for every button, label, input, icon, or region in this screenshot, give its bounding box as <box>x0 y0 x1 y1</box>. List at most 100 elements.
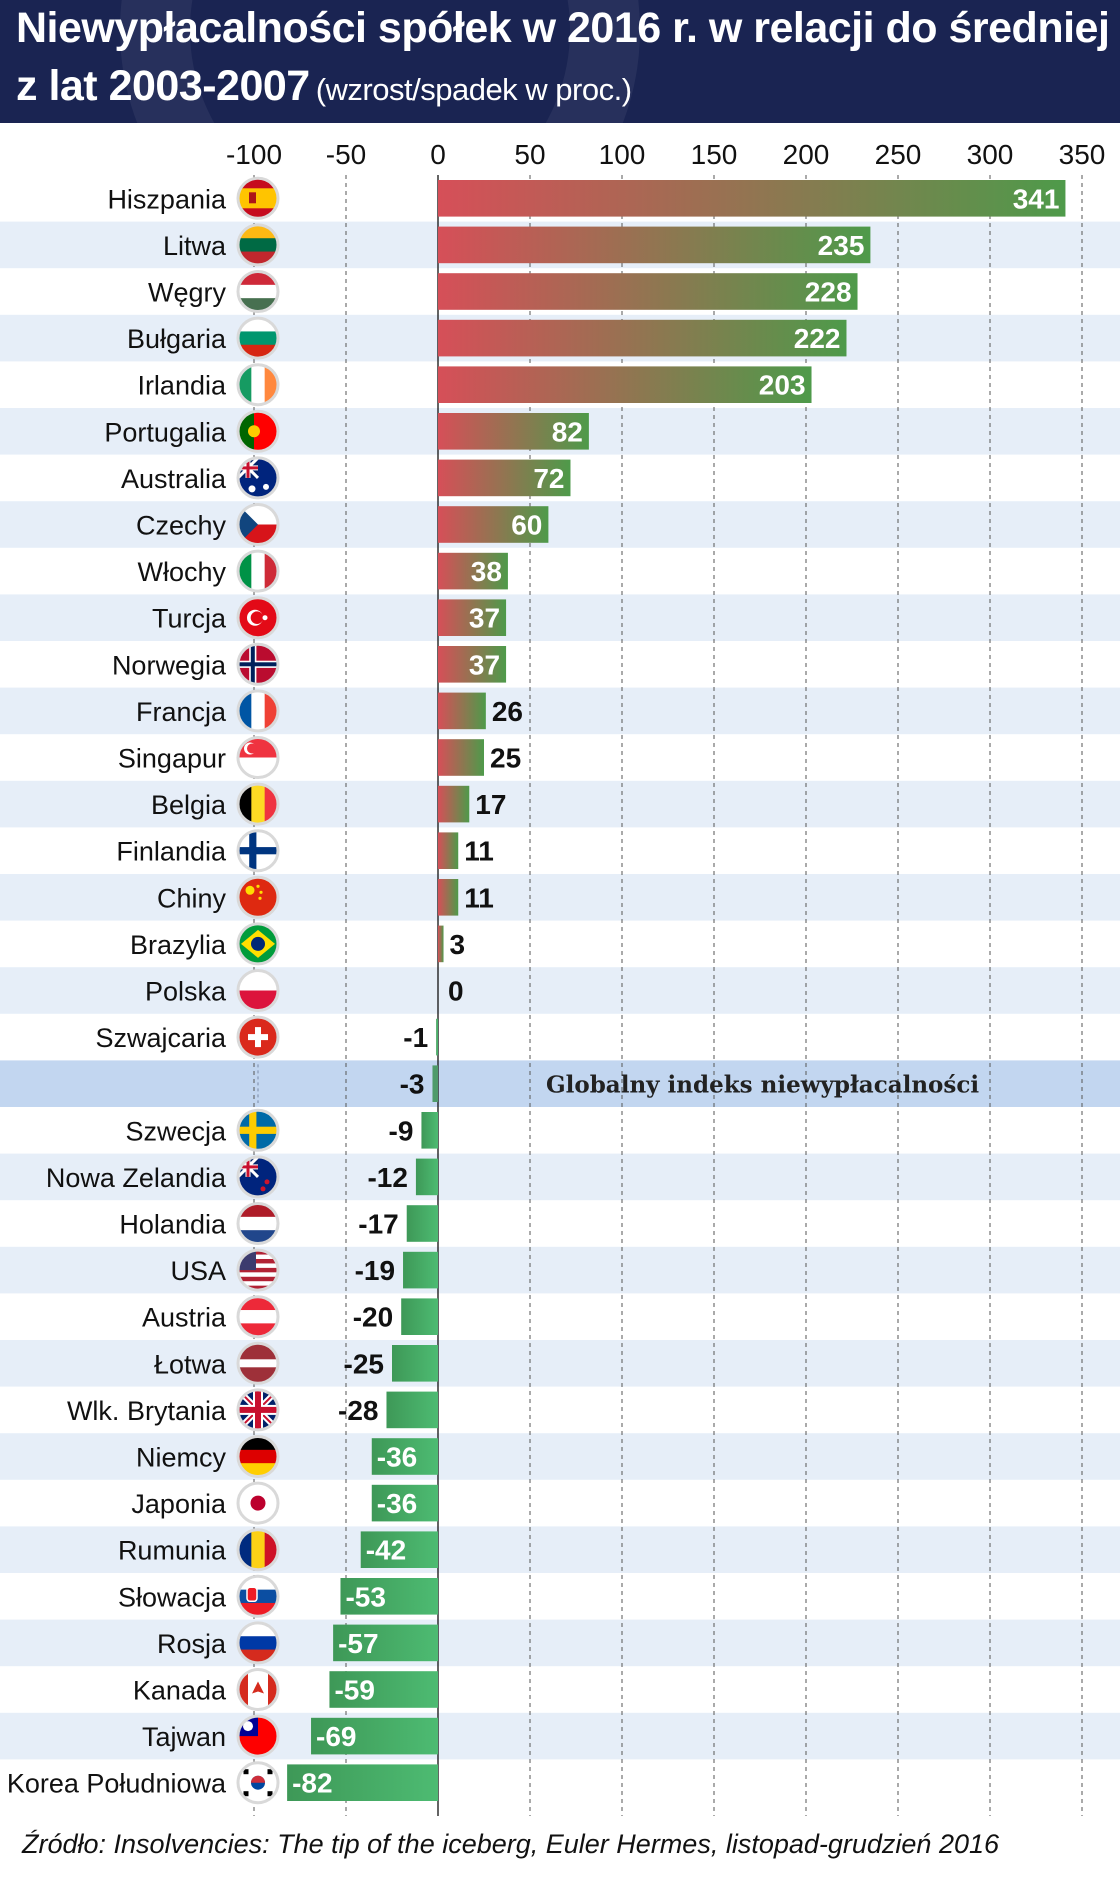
bar <box>438 552 508 590</box>
category-label: Holandia <box>119 1210 227 1240</box>
data-label: 235 <box>818 230 865 261</box>
flag-ch-icon <box>236 1015 280 1059</box>
data-label: -17 <box>358 1209 398 1240</box>
data-label: 25 <box>490 743 521 774</box>
row-stripe <box>0 1712 1120 1760</box>
category-label: Belgia <box>151 790 227 820</box>
category-label: Wlk. Brytania <box>67 1396 227 1426</box>
flag-hu-icon <box>236 270 280 313</box>
data-label: -1 <box>403 1022 428 1053</box>
category-label: Japonia <box>131 1489 227 1519</box>
category-label: Kanada <box>133 1676 227 1706</box>
flag-at-icon <box>236 1295 280 1339</box>
row-stripe <box>0 780 1120 828</box>
data-label: 203 <box>759 370 806 401</box>
flag-be-icon <box>236 782 280 826</box>
bar <box>360 1531 438 1568</box>
bar <box>436 1018 438 1056</box>
bar <box>438 599 507 636</box>
category-label: Bułgaria <box>127 324 227 354</box>
row-stripe <box>0 874 1120 921</box>
flag-cn-icon <box>236 875 280 919</box>
category-label: Czechy <box>136 511 227 541</box>
flag-nl-icon <box>236 1202 280 1245</box>
bar <box>386 1391 438 1429</box>
bar <box>438 413 589 450</box>
row-stripe <box>0 967 1120 1014</box>
bar <box>371 1438 438 1475</box>
bar <box>438 692 486 730</box>
row-stripe <box>0 1153 1120 1201</box>
flag-ca-icon <box>236 1668 280 1711</box>
flag-au-icon <box>236 456 280 500</box>
bar <box>438 180 1066 217</box>
row-stripe <box>0 687 1120 735</box>
data-label: 60 <box>511 510 542 541</box>
flag-sk-icon <box>236 1574 280 1618</box>
x-tick-label: 50 <box>514 139 545 170</box>
flag-se-icon <box>236 1108 280 1152</box>
category-label: Łotwa <box>154 1349 227 1379</box>
global-row-band <box>0 1060 1120 1107</box>
data-label: -59 <box>334 1675 374 1706</box>
bar <box>406 1205 438 1242</box>
global-index-label: Globalny indeks niewypłacalności <box>546 1072 979 1099</box>
x-tick-label: 350 <box>1059 139 1106 170</box>
flag-nz-icon <box>236 1155 280 1199</box>
category-label: Korea Południowa <box>7 1769 227 1799</box>
flag-ro-icon <box>236 1528 280 1572</box>
category-label: Słowacja <box>118 1582 227 1612</box>
data-label: -3 <box>400 1069 425 1100</box>
flag-ie-icon <box>236 363 280 407</box>
data-label: 341 <box>1013 183 1060 214</box>
bar <box>340 1578 438 1615</box>
category-label: Tajwan <box>142 1722 226 1752</box>
data-label: 82 <box>552 416 583 447</box>
x-tick-label: 150 <box>691 139 738 170</box>
flag-pl-icon <box>236 969 280 1012</box>
chart-title-years: z lat 2003-2007 <box>16 62 310 110</box>
category-label: Singapur <box>118 744 226 774</box>
flag-de-icon <box>236 1435 280 1478</box>
data-label: 37 <box>469 603 500 634</box>
bar <box>371 1484 438 1522</box>
category-label: Finlandia <box>116 837 227 867</box>
source-note: Źródło: Insolvencies: The tip of the ice… <box>22 1829 1000 1859</box>
flag-lv-icon <box>236 1341 280 1385</box>
row-stripe <box>0 594 1120 641</box>
bar <box>438 459 571 497</box>
flag-jp-icon <box>236 1481 280 1525</box>
data-label: -19 <box>355 1255 395 1286</box>
data-label: -25 <box>344 1348 384 1379</box>
category-label: USA <box>170 1256 226 1286</box>
x-tick-label: 100 <box>599 139 646 170</box>
flag-no-icon <box>236 642 280 686</box>
data-label: -57 <box>338 1628 378 1659</box>
category-label: Austria <box>142 1303 227 1333</box>
chart-title-line2: z lat 2003-2007 (wzrost/spadek w proc.) <box>16 62 632 111</box>
data-label: -36 <box>377 1488 417 1519</box>
category-label: Polska <box>145 977 227 1007</box>
row-stripe <box>0 1619 1120 1667</box>
flag-gb-icon <box>236 1388 280 1432</box>
data-label: 0 <box>448 976 464 1007</box>
category-label: Szwajcaria <box>95 1023 227 1053</box>
bar <box>432 1065 438 1102</box>
bar <box>438 646 507 683</box>
data-label: -36 <box>377 1442 417 1473</box>
bar <box>438 785 470 823</box>
data-label: 3 <box>450 929 466 960</box>
flag-ru-icon <box>236 1621 280 1665</box>
category-label: Niemcy <box>136 1443 227 1473</box>
category-label: Nowa Zelandia <box>46 1163 227 1193</box>
category-label: Litwa <box>163 231 227 261</box>
row-stripe <box>0 1433 1120 1480</box>
bar-chart: -100 -50 0 50 100 150 200 250 300 350341Hiszpania… <box>0 139 1120 1816</box>
bar <box>438 226 871 264</box>
bar <box>392 1345 438 1382</box>
data-label: -69 <box>316 1721 356 1752</box>
data-label: 11 <box>464 882 494 913</box>
bar <box>438 879 459 916</box>
category-label: Australia <box>121 464 227 494</box>
watermark-logo <box>120 0 640 123</box>
